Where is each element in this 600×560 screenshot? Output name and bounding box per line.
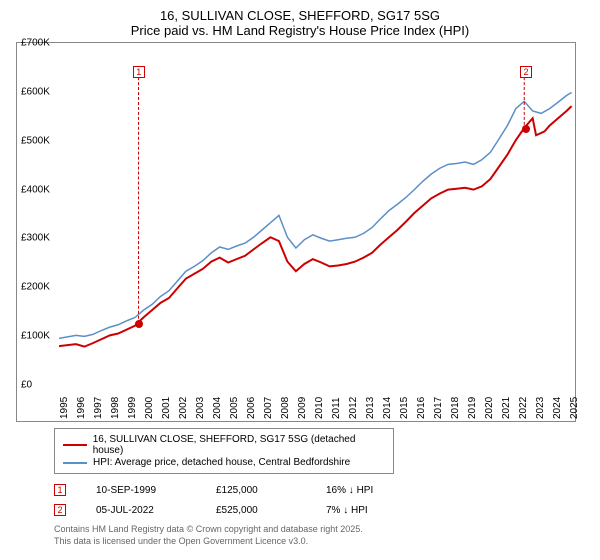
sale-marker-badge: 2 <box>520 66 532 78</box>
x-tick-label: 2019 <box>467 397 469 419</box>
x-tick-label: 2021 <box>501 397 503 419</box>
y-tick-label: £0 <box>21 380 32 391</box>
transaction-delta: 7% ↓ HPI <box>326 505 368 516</box>
x-tick-label: 2012 <box>348 397 350 419</box>
x-tick-label: 2015 <box>399 397 401 419</box>
series-hpi <box>59 93 572 339</box>
legend-label: 16, SULLIVAN CLOSE, SHEFFORD, SG17 5SG (… <box>93 434 385 456</box>
transaction-badge: 2 <box>54 504 66 516</box>
x-tick-label: 2023 <box>535 397 537 419</box>
legend-label: HPI: Average price, detached house, Cent… <box>93 457 350 468</box>
transaction-date: 10-SEP-1999 <box>96 485 186 496</box>
x-tick-label: 2010 <box>314 397 316 419</box>
x-tick-label: 2025 <box>569 397 571 419</box>
x-tick-label: 2002 <box>178 397 180 419</box>
footnote: Contains HM Land Registry data © Crown c… <box>54 524 588 547</box>
footnote-line1: Contains HM Land Registry data © Crown c… <box>54 524 588 536</box>
y-tick-label: £400K <box>21 184 50 195</box>
y-tick-label: £300K <box>21 233 50 244</box>
y-tick-label: £200K <box>21 282 50 293</box>
x-tick-label: 2013 <box>365 397 367 419</box>
x-tick-label: 2011 <box>331 397 333 419</box>
x-tick-label: 2001 <box>161 397 163 419</box>
x-tick-label: 2009 <box>297 397 299 419</box>
transaction-badge: 1 <box>54 484 66 496</box>
x-tick-label: 2006 <box>246 397 248 419</box>
legend: 16, SULLIVAN CLOSE, SHEFFORD, SG17 5SG (… <box>54 428 394 474</box>
transactions-table: 1 10-SEP-1999 £125,000 16% ↓ HPI 2 05-JUL-202… <box>54 482 588 518</box>
x-tick-label: 1998 <box>110 397 112 419</box>
plot-inner: 12 <box>59 43 575 383</box>
series-price_paid <box>59 106 572 346</box>
transaction-row: 2 05-JUL-2022 £525,000 7% ↓ HPI <box>54 502 588 518</box>
sale-marker-badge: 1 <box>133 66 145 78</box>
x-tick-label: 1996 <box>76 397 78 419</box>
x-tick-label: 1995 <box>59 397 61 419</box>
title-block: 16, SULLIVAN CLOSE, SHEFFORD, SG17 5SG P… <box>12 8 588 38</box>
x-tick-label: 1999 <box>127 397 129 419</box>
sale-marker-dot <box>135 320 143 328</box>
legend-swatch <box>63 444 87 446</box>
footnote-line2: This data is licensed under the Open Gov… <box>54 536 588 548</box>
legend-item: HPI: Average price, detached house, Cent… <box>63 457 385 468</box>
transaction-delta: 16% ↓ HPI <box>326 485 373 496</box>
x-tick-label: 2004 <box>212 397 214 419</box>
x-tick-label: 2003 <box>195 397 197 419</box>
transaction-row: 1 10-SEP-1999 £125,000 16% ↓ HPI <box>54 482 588 498</box>
x-tick-label: 2024 <box>552 397 554 419</box>
y-tick-label: £500K <box>21 135 50 146</box>
transaction-price: £125,000 <box>216 485 296 496</box>
legend-item: 16, SULLIVAN CLOSE, SHEFFORD, SG17 5SG (… <box>63 434 385 456</box>
x-tick-label: 2014 <box>382 397 384 419</box>
y-tick-label: £700K <box>21 38 50 49</box>
y-tick-label: £600K <box>21 86 50 97</box>
transaction-price: £525,000 <box>216 505 296 516</box>
x-tick-label: 1997 <box>93 397 95 419</box>
chart-container: 16, SULLIVAN CLOSE, SHEFFORD, SG17 5SG P… <box>0 0 600 560</box>
transaction-date: 05-JUL-2022 <box>96 505 186 516</box>
y-tick-label: £100K <box>21 331 50 342</box>
title-subtitle: Price paid vs. HM Land Registry's House … <box>12 23 588 38</box>
plot-area: 12 £0£100K£200K£300K£400K£500K£600K£700K… <box>16 42 576 422</box>
x-tick-label: 2022 <box>518 397 520 419</box>
x-tick-label: 2018 <box>450 397 452 419</box>
x-tick-label: 2020 <box>484 397 486 419</box>
x-tick-label: 2008 <box>280 397 282 419</box>
x-tick-label: 2000 <box>144 397 146 419</box>
x-tick-label: 2017 <box>433 397 435 419</box>
x-tick-label: 2005 <box>229 397 231 419</box>
title-address: 16, SULLIVAN CLOSE, SHEFFORD, SG17 5SG <box>12 8 588 23</box>
legend-swatch <box>63 462 87 464</box>
x-tick-label: 2007 <box>263 397 265 419</box>
x-tick-label: 2016 <box>416 397 418 419</box>
sale-marker-dot <box>522 125 530 133</box>
chart-lines <box>59 43 575 383</box>
